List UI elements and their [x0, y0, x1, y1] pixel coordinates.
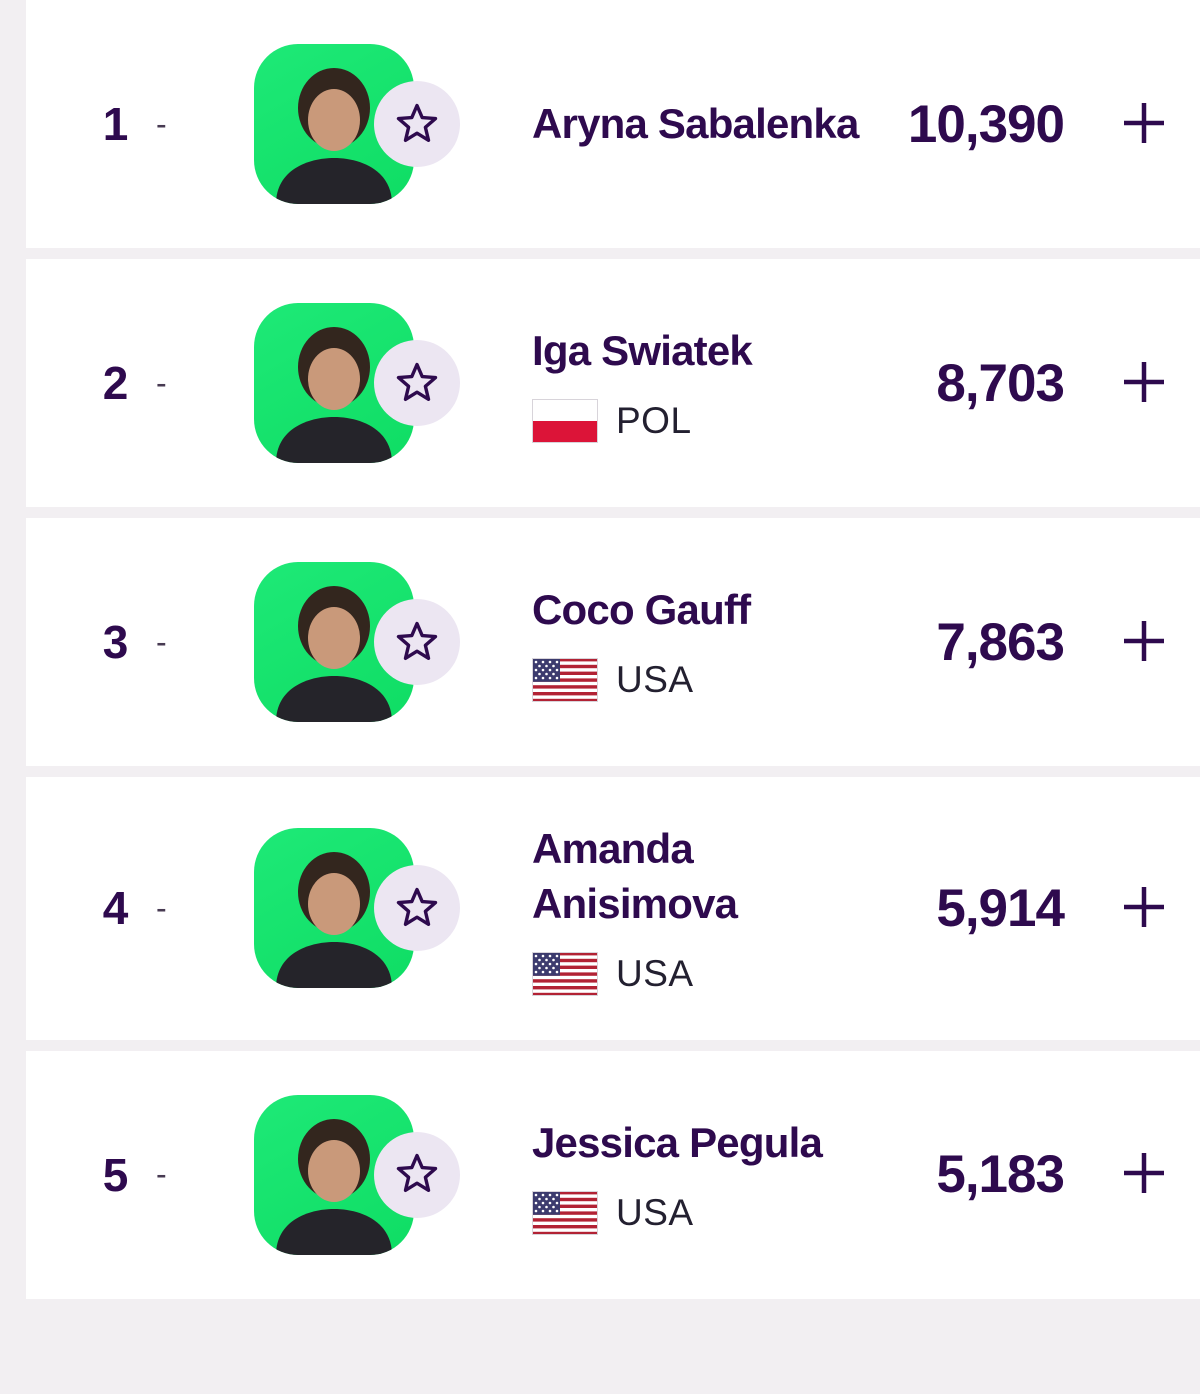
- rank-number: 1: [102, 98, 129, 150]
- player-avatar[interactable]: [254, 828, 460, 989]
- usa-flag-icon: [532, 657, 598, 702]
- rank-cell: 2 -: [84, 356, 202, 410]
- ranking-row: 5 - Jessica Pegula USA 5,183: [26, 1050, 1200, 1299]
- country-code: USA: [616, 658, 694, 700]
- player-info: Coco Gauff USA: [532, 582, 870, 702]
- ranking-row: 1 - Aryna Sabalenka 10,390: [26, 0, 1200, 248]
- rank-cell: 4 -: [84, 881, 202, 935]
- star-icon: [395, 361, 439, 406]
- rank-movement-indicator: -: [156, 364, 167, 401]
- rank-movement-indicator: -: [156, 105, 167, 142]
- rank-number: 2: [102, 357, 129, 409]
- star-icon: [395, 886, 439, 931]
- plus-icon: [1122, 101, 1166, 148]
- country-row: USA: [532, 1190, 870, 1235]
- country-row: USA: [532, 951, 870, 996]
- country-row: POL: [532, 398, 870, 443]
- country-code: POL: [616, 399, 692, 441]
- country-row: USA: [532, 657, 870, 702]
- rank-number: 3: [102, 616, 129, 668]
- plus-icon: [1122, 619, 1166, 666]
- player-name[interactable]: Jessica Pegula: [532, 1119, 823, 1167]
- player-info: Jessica Pegula USA: [532, 1115, 870, 1235]
- poland-flag-icon: [532, 398, 598, 443]
- rank-cell: 1 -: [84, 97, 202, 151]
- rank-movement-indicator: -: [156, 623, 167, 660]
- star-icon: [395, 1152, 439, 1197]
- rank-movement-indicator: -: [156, 1156, 167, 1193]
- points-value: 5,183: [936, 1145, 1065, 1205]
- player-name[interactable]: Coco Gauff: [532, 586, 751, 634]
- player-info: Amanda Anisimova USA: [532, 821, 870, 996]
- plus-icon: [1122, 1151, 1166, 1198]
- rank-cell: 3 -: [84, 615, 202, 669]
- rank-number: 5: [102, 1148, 129, 1201]
- plus-icon: [1122, 885, 1166, 932]
- player-name[interactable]: Iga Swiatek: [532, 327, 753, 375]
- expand-plus-button[interactable]: [1116, 880, 1172, 936]
- rank-number: 4: [102, 882, 129, 935]
- player-info: Iga Swiatek POL: [532, 323, 870, 443]
- favorite-star-button[interactable]: [374, 865, 460, 952]
- country-code: USA: [616, 952, 694, 994]
- usa-flag-icon: [532, 1190, 598, 1235]
- points-value: 7,863: [936, 612, 1065, 672]
- favorite-star-button[interactable]: [374, 1131, 460, 1218]
- rank-movement-indicator: -: [156, 889, 167, 926]
- player-avatar[interactable]: [254, 44, 460, 204]
- country-code: USA: [616, 1191, 694, 1233]
- star-icon: [395, 102, 439, 147]
- rankings-list: 1 - Aryna Sabalenka 10,390 2 -: [26, 0, 1200, 1299]
- expand-plus-button[interactable]: [1116, 1147, 1172, 1203]
- ranking-row: 4 - Amanda Anisimova USA 5,914: [26, 777, 1200, 1040]
- player-info: Aryna Sabalenka: [532, 96, 870, 151]
- player-name[interactable]: Amanda Anisimova: [532, 825, 738, 928]
- usa-flag-icon: [532, 951, 598, 996]
- favorite-star-button[interactable]: [374, 81, 460, 167]
- player-avatar[interactable]: [254, 562, 460, 722]
- player-avatar[interactable]: [254, 303, 460, 463]
- expand-plus-button[interactable]: [1116, 96, 1172, 152]
- player-name[interactable]: Aryna Sabalenka: [532, 100, 859, 148]
- player-avatar[interactable]: [254, 1094, 460, 1255]
- ranking-row: 2 - Iga Swiatek POL 8,703: [26, 259, 1200, 507]
- expand-plus-button[interactable]: [1116, 614, 1172, 670]
- expand-plus-button[interactable]: [1116, 355, 1172, 411]
- points-value: 10,390: [907, 94, 1065, 154]
- favorite-star-button[interactable]: [374, 599, 460, 685]
- rank-cell: 5 -: [84, 1148, 202, 1202]
- points-value: 5,914: [936, 878, 1065, 938]
- plus-icon: [1122, 360, 1166, 407]
- favorite-star-button[interactable]: [374, 340, 460, 426]
- points-value: 8,703: [936, 353, 1065, 413]
- ranking-row: 3 - Coco Gauff USA 7,863: [26, 518, 1200, 766]
- star-icon: [395, 620, 439, 665]
